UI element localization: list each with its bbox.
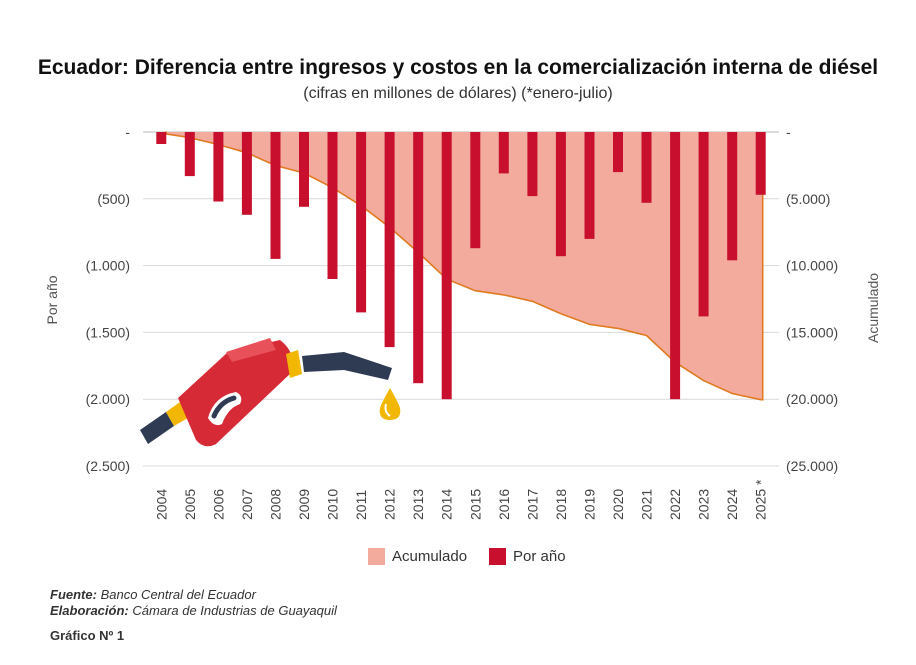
legend-label-accumulated: Acumulado: [392, 548, 468, 565]
fuel-nozzle-illustration: [140, 338, 401, 447]
x-tick-label: 2012: [382, 489, 398, 520]
bar-2023: [698, 132, 709, 317]
left-tick-label: (2.000): [86, 391, 130, 407]
x-tick-label: 2009: [296, 489, 312, 520]
bar-2014: [441, 132, 452, 400]
accumulated-area: [161, 132, 763, 400]
legend-swatch-accumulated: [368, 548, 385, 565]
bar-2016: [498, 132, 509, 174]
x-tick-label: 2010: [325, 489, 341, 520]
figure-number: Gráfico Nº 1: [50, 628, 125, 643]
y-axis-label-left: Por año: [44, 275, 60, 324]
left-tick-label: (1.000): [86, 258, 130, 274]
bar-2015: [470, 132, 481, 249]
x-tick-label: 2014: [439, 489, 455, 520]
bar-2019: [584, 132, 595, 239]
legend: Acumulado Por año: [368, 548, 588, 565]
bar-2017: [527, 132, 538, 197]
bar-2004: [156, 132, 167, 144]
left-tick-label: (1.500): [86, 324, 130, 340]
nozzle-spout-icon: [302, 352, 392, 380]
right-tick-label: (10.000): [786, 258, 838, 274]
bar-2013: [413, 132, 424, 384]
y-axis-label-right: Acumulado: [865, 273, 881, 343]
fuel-drop-icon: [379, 388, 401, 420]
legend-swatch-per-year: [489, 548, 507, 565]
x-tick-label: 2005: [182, 489, 198, 520]
bar-2009: [299, 132, 309, 207]
legend-label-per-year: Por año: [513, 548, 566, 565]
x-tick-label: 2013: [410, 489, 426, 520]
right-tick-label: (15.000): [786, 324, 838, 340]
x-tick-label: 2018: [553, 489, 569, 520]
bar-2008: [270, 132, 281, 259]
bar-2007: [241, 132, 252, 215]
x-tick-label: 2017: [524, 489, 540, 520]
bar-2011: [356, 132, 367, 313]
x-tick-label: 2021: [639, 489, 655, 520]
left-tick-label: (2.500): [86, 458, 130, 474]
right-tick-label: -: [786, 124, 791, 140]
x-tick-label: 2008: [268, 489, 284, 520]
source-note: Fuente: Banco Central del Ecuador Elabor…: [50, 587, 337, 619]
bar-2012: [384, 132, 395, 348]
source-label: Fuente:: [50, 587, 97, 602]
x-tick-label: 2025 *: [753, 479, 769, 520]
nozzle-hose-end: [140, 412, 174, 444]
x-tick-label: 2015: [467, 489, 483, 520]
bar-2018: [555, 132, 566, 257]
right-tick-label: (25.000): [786, 458, 838, 474]
right-tick-label: (20.000): [786, 391, 838, 407]
bar-2010: [327, 132, 338, 279]
chart-subtitle: (cifras en millones de dólares) (*enero-…: [303, 85, 613, 102]
x-tick-label: 2016: [496, 489, 512, 520]
source-text: Banco Central del Ecuador: [100, 587, 256, 602]
legend-item-per-year[interactable]: Por año: [489, 548, 566, 565]
bar-2005: [184, 132, 195, 177]
bar-2006: [213, 132, 224, 202]
legend-item-accumulated[interactable]: Acumulado: [368, 548, 467, 565]
x-tick-label: 2022: [667, 489, 683, 520]
x-tick-label: 2023: [696, 489, 712, 520]
right-tick-label: (5.000): [786, 191, 830, 207]
x-tick-label: 2011: [353, 490, 369, 520]
x-tick-label: 2004: [153, 489, 169, 520]
bar-2024: [727, 132, 738, 261]
left-tick-label: -: [125, 124, 130, 140]
nozzle-ring-icon: [286, 350, 302, 378]
x-tick-label: 2024: [724, 489, 740, 520]
x-tick-label: 2020: [610, 489, 626, 520]
bar-2022: [670, 132, 681, 400]
chart-title: Ecuador: Diferencia entre ingresos y cos…: [37, 56, 879, 79]
bar-2020: [613, 132, 623, 173]
elaboration-label: Elaboración:: [50, 603, 129, 618]
bar-2021: [641, 132, 652, 203]
bar-2025: [755, 132, 766, 195]
left-tick-label: (500): [97, 191, 130, 207]
x-tick-label: 2019: [582, 489, 598, 520]
elaboration-text: Cámara de Industrias de Guayaquil: [132, 603, 337, 618]
x-tick-label: 2007: [239, 489, 255, 520]
x-tick-label: 2006: [210, 489, 226, 520]
